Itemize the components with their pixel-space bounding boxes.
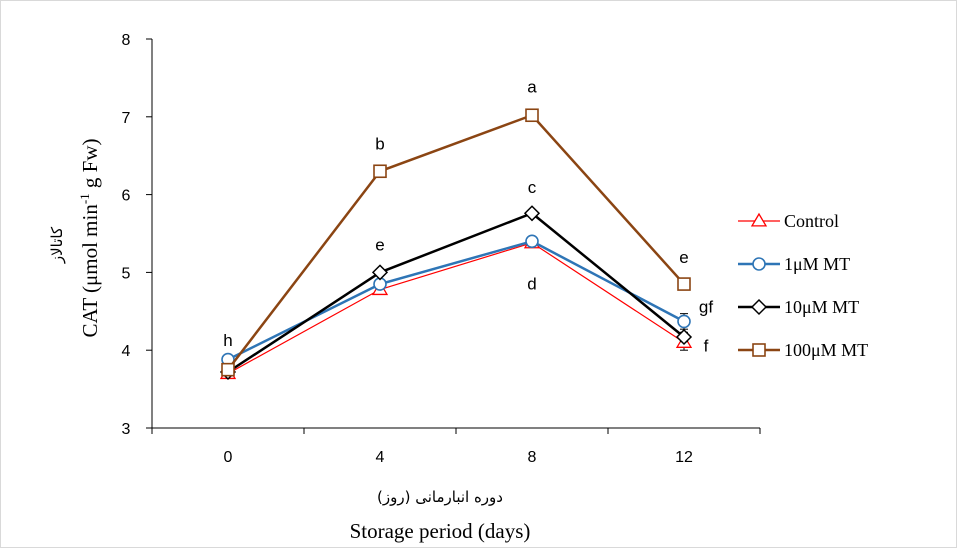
square-marker (525, 108, 539, 123)
triangle-marker (750, 212, 768, 227)
legend-label: 10μM MT (784, 297, 859, 317)
y-axis-title-persian: کاتالاز (48, 226, 66, 264)
legend-item: 1μM MT (738, 254, 850, 274)
series-layer (219, 108, 693, 381)
legend-item: Control (738, 211, 839, 231)
series-line (227, 113, 685, 371)
significance-letter: e (375, 235, 384, 254)
series-line (227, 242, 685, 375)
significance-letter: e (679, 248, 688, 267)
legend-item: 10μM MT (738, 297, 859, 317)
square-marker (752, 343, 766, 357)
significance-letter: gf (699, 298, 713, 317)
circle-marker (677, 314, 691, 329)
series-diamond (219, 205, 693, 381)
significance-letter: c (528, 178, 537, 197)
y-tick-label: 6 (122, 188, 131, 205)
circle-marker (525, 234, 539, 249)
axes: 3 4 5 6 7 8 0 4 8 12 (122, 32, 761, 466)
x-axis-title-persian: دوره انبارمانی (روز) (377, 488, 503, 506)
y-tick-label: 5 (122, 265, 131, 282)
series-line (227, 212, 685, 374)
legend-label: 100μM MT (784, 340, 868, 360)
square-marker (677, 277, 691, 291)
y-axis-title: CAT (μmol min-1 g Fw) (77, 138, 102, 337)
y-tick-label: 4 (122, 343, 131, 360)
y-tick-label: 8 (122, 32, 131, 49)
x-tick-label: 8 (528, 449, 537, 466)
y-axis-title-prefix: CAT (μmol min (78, 204, 102, 338)
x-axis-title: Storage period (days) (350, 519, 531, 543)
y-axis-title-superscript: -1 (77, 193, 92, 204)
diamond-marker (675, 328, 693, 346)
significance-letter: a (527, 77, 537, 96)
series-triangle (219, 234, 693, 380)
significance-letter: h (223, 331, 232, 350)
diamond-marker (523, 205, 541, 222)
significance-letter: b (375, 134, 384, 153)
significance-letter: d (527, 274, 536, 293)
significance-letters: h b e a c d e gf f (223, 77, 713, 355)
square-marker (221, 362, 235, 377)
y-tick-label: 3 (122, 421, 131, 438)
legend-label: Control (784, 211, 839, 231)
x-tick-label: 0 (224, 449, 233, 466)
diamond-marker (371, 264, 389, 281)
x-tick-label: 12 (675, 449, 693, 466)
legend-item: 100μM MT (738, 340, 868, 360)
square-marker (373, 164, 387, 179)
legend-label: 1μM MT (784, 254, 850, 274)
legend: Control 1μM MT 10μM MT 100μM MT (738, 211, 868, 360)
diamond-marker (750, 298, 768, 316)
significance-letter: f (704, 337, 709, 356)
y-tick-label: 7 (122, 110, 131, 127)
circle-marker (752, 257, 766, 271)
series-square (221, 108, 691, 377)
series-line (227, 240, 685, 361)
x-tick-label: 4 (376, 449, 385, 466)
y-axis-title-suffix: g Fw) (78, 138, 102, 193)
